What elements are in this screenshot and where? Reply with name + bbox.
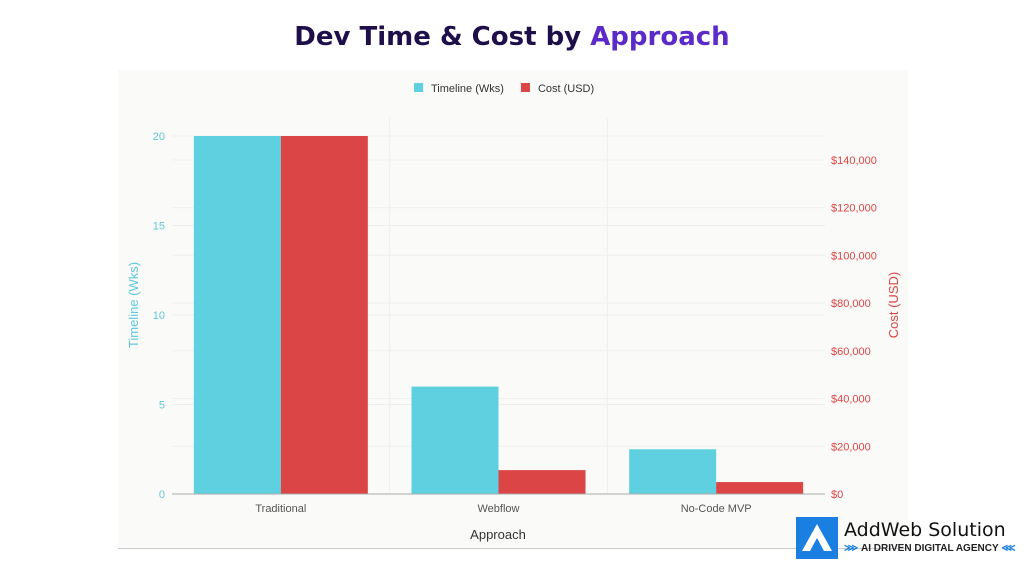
y2-tick-label: $120,000: [831, 203, 877, 215]
y2-tick-label: $20,000: [831, 441, 871, 453]
bar-timeline-wks--1: [411, 386, 499, 494]
title-accent: Approach: [590, 22, 730, 52]
x-tick-label: Traditional: [255, 503, 306, 515]
y2-tick-label: $80,000: [831, 298, 871, 310]
legend-label: Cost (USD): [538, 83, 594, 95]
y-axis-title: Timeline (Wks): [126, 262, 141, 348]
y2-tick-label: $0: [831, 489, 843, 501]
bar-cost-usd--1: [498, 470, 586, 494]
legend-label: Timeline (Wks): [431, 83, 504, 95]
bar-timeline-wks--2: [629, 449, 717, 494]
y-tick-label: 10: [153, 310, 165, 322]
y2-tick-label: $60,000: [831, 346, 871, 358]
logo-name: AddWeb Solution: [844, 519, 1006, 541]
title-text: Dev Time & Cost by: [294, 22, 582, 52]
y-tick-label: 5: [159, 400, 165, 412]
logo-mark-icon: [796, 517, 838, 559]
y2-tick-label: $100,000: [831, 250, 877, 262]
y2-tick-label: $40,000: [831, 394, 871, 406]
y2-tick-label: $140,000: [831, 155, 877, 167]
x-axis-title: Approach: [470, 527, 526, 542]
logo-tagline-text: AI DRIVEN DIGITAL AGENCY: [861, 543, 999, 554]
logo-tagline: ⋙ AI DRIVEN DIGITAL AGENCY ⋘: [844, 543, 1016, 554]
legend-swatch: [414, 83, 423, 92]
y-tick-label: 20: [153, 131, 165, 143]
y-tick-label: 15: [153, 221, 165, 233]
bar-timeline-wks--0: [193, 136, 281, 494]
bar-cost-usd--0: [280, 136, 368, 494]
legend-swatch: [520, 83, 530, 92]
y2-axis-title: Cost (USD): [886, 272, 901, 338]
x-tick-label: Webflow: [478, 503, 520, 515]
x-tick-label: No-Code MVP: [681, 503, 752, 515]
addweb-logo: AddWeb Solution ⋙ AI DRIVEN DIGITAL AGEN…: [796, 517, 1024, 563]
bar-cost-usd--2: [716, 482, 804, 494]
y-tick-label: 0: [159, 489, 165, 501]
chart-title: Dev Time & Cost by Approach: [0, 22, 1024, 52]
